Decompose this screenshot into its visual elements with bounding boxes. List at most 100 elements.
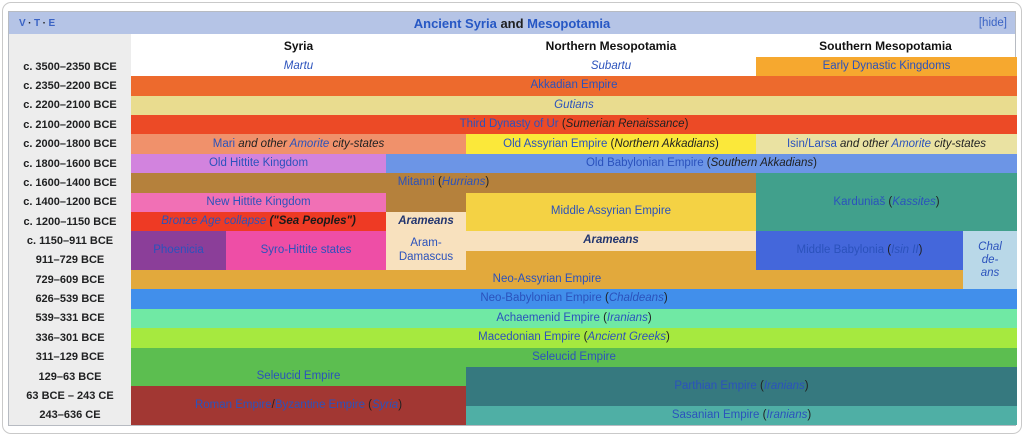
- achaemenid-empire-link[interactable]: Achaemenid Empire: [496, 311, 600, 324]
- sasanian-empire-link[interactable]: Sasanian Empire: [671, 408, 760, 421]
- corner-cell: [9, 34, 131, 57]
- neo-assyrian-empire-link[interactable]: Neo-Assyrian Empire: [492, 273, 602, 286]
- navbox-title-bar: V · T · E Ancient Syria and Mesopotamia …: [9, 12, 1015, 34]
- cell-chaldeans: Chal de-ans: [963, 231, 1017, 290]
- cell-seleucid-empire-syria: Seleucid Empire: [131, 366, 466, 387]
- macedonian-empire-link[interactable]: Macedonian Empire: [478, 331, 581, 344]
- period-label: 129–63 BCE: [9, 366, 131, 387]
- early-dynastic-kingdoms-link[interactable]: Early Dynastic Kingdoms: [822, 60, 951, 73]
- paren-text: ): [684, 118, 689, 131]
- paren-text: ): [485, 176, 490, 189]
- old-babylonian-empire-link[interactable]: Old Babylonian Empire: [585, 156, 704, 169]
- cell-macedonian-empire: Macedonian Empire (Ancient Greeks): [131, 328, 1017, 348]
- cell-middle-babylonia: Middle Babylonia (Isin II): [756, 231, 963, 271]
- chaldeans-link[interactable]: ans: [980, 266, 1000, 279]
- martu-link[interactable]: Martu: [283, 60, 314, 73]
- cell-new-hittite-kingdom: New Hittite Kingdom: [131, 192, 386, 212]
- old-hittite-kingdom-link[interactable]: Old Hittite Kingdom: [208, 156, 309, 169]
- phoenicia-link[interactable]: Phoenicia: [153, 244, 204, 257]
- iranians-link[interactable]: Iranians: [606, 311, 648, 324]
- akkadian-empire-link[interactable]: Akkadian Empire: [530, 79, 618, 92]
- mitanni-link[interactable]: Mitanni: [397, 176, 435, 189]
- subartu-link[interactable]: Subartu: [590, 60, 632, 73]
- period-label: 243–636 CE: [9, 405, 131, 425]
- gutians-link[interactable]: Gutians: [554, 98, 594, 111]
- amorite-link[interactable]: Amorite: [891, 137, 932, 150]
- city-states-text: city-states: [931, 137, 986, 150]
- cell-arameans-syria: Arameans: [386, 211, 466, 232]
- column-header-row: Syria Northern Mesopotamia Southern Meso…: [9, 34, 1015, 57]
- paren-text: ): [666, 331, 670, 344]
- parthian-empire-link[interactable]: Parthian Empire: [674, 379, 757, 392]
- period-label: c. 2350–2200 BCE: [9, 76, 131, 96]
- hide-button[interactable]: [hide]: [978, 17, 1007, 29]
- middle-assyrian-empire-link[interactable]: Middle Assyrian Empire: [550, 205, 672, 218]
- seleucid-empire-link[interactable]: Seleucid Empire: [256, 369, 341, 382]
- cell-old-assyrian-empire: Old Assyrian Empire (Northern Akkadians): [466, 134, 756, 154]
- chaldeans-link[interactable]: Chal: [978, 240, 1002, 253]
- cell-seleucid-empire-full: Seleucid Empire: [131, 347, 1017, 367]
- paren-text: (: [885, 195, 893, 208]
- cell-martu: Martu: [131, 57, 466, 77]
- ancient-syria-title-link[interactable]: Ancient Syria: [413, 15, 497, 31]
- paren-text: ): [663, 292, 668, 305]
- mari-link[interactable]: Mari: [212, 137, 236, 150]
- aram-damascus-link[interactable]: Aram-Damascus: [398, 237, 454, 263]
- new-hittite-kingdom-link[interactable]: New Hittite Kingdom: [206, 195, 311, 208]
- syro-hittite-states-link[interactable]: Syro-Hittite states: [260, 244, 352, 257]
- title-conjunction: and: [496, 15, 528, 31]
- talk-link[interactable]: T: [34, 17, 41, 29]
- ancient-greeks-link[interactable]: Ancient Greeks: [587, 331, 667, 344]
- paren-text: ): [807, 408, 812, 421]
- paren-text: (: [759, 408, 767, 421]
- amorite-link[interactable]: Amorite: [289, 137, 330, 150]
- seleucid-empire-link[interactable]: Seleucid Empire: [532, 350, 616, 363]
- cell-syro-hittite-states: Syro-Hittite states: [226, 231, 386, 271]
- chaldeans-link[interactable]: de-: [981, 253, 999, 266]
- sumerian-renaissance-text: Sumerian Renaissance: [565, 118, 685, 131]
- iranians-link[interactable]: Iranians: [766, 408, 808, 421]
- syria-link[interactable]: Syria: [372, 399, 399, 412]
- cell-neo-babylonian-empire: Neo-Babylonian Empire (Chaldeans): [131, 289, 1017, 309]
- paren-text: ): [647, 311, 652, 324]
- period-label: 311–129 BCE: [9, 347, 131, 367]
- iranians-link[interactable]: Iranians: [763, 379, 805, 392]
- third-dynasty-of-ur-link[interactable]: Third Dynasty of Ur: [459, 118, 559, 131]
- kardunias-link[interactable]: Karduniaš: [833, 195, 886, 208]
- cell-mari: Mari and other Amorite city-states: [131, 134, 466, 154]
- neo-babylonian-empire-link[interactable]: Neo-Babylonian Empire: [480, 292, 602, 305]
- cell-third-dynasty-of-ur: Third Dynasty of Ur (Sumerian Renaissanc…: [131, 115, 1017, 135]
- vte-links: V · T · E: [19, 12, 56, 34]
- cell-subartu: Subartu: [466, 57, 756, 77]
- chaldeans-link[interactable]: Chaldeans: [608, 292, 664, 305]
- paren-text: (: [601, 292, 609, 305]
- isin-larsa-link[interactable]: Isin/Larsa: [786, 137, 837, 150]
- paren-text: ): [398, 399, 403, 412]
- edit-link[interactable]: E: [48, 17, 56, 29]
- isin-ii-link[interactable]: Isin II: [891, 244, 919, 257]
- paren-text: (: [756, 379, 764, 392]
- mesopotamia-title-link[interactable]: Mesopotamia: [527, 15, 611, 31]
- old-assyrian-empire-link[interactable]: Old Assyrian Empire: [503, 137, 608, 150]
- view-link[interactable]: V: [19, 17, 27, 29]
- column-header-northern-mesopotamia: Northern Mesopotamia: [545, 38, 677, 53]
- period-label: c. 1400–1200 BCE: [9, 192, 131, 212]
- period-label: 911–729 BCE: [9, 250, 131, 271]
- hurrians-link[interactable]: Hurrians: [441, 176, 486, 189]
- paren-text: (: [599, 311, 607, 324]
- paren-text: ): [813, 156, 817, 169]
- vte-separator: ·: [28, 17, 33, 29]
- middle-babylonia-link[interactable]: Middle Babylonia: [796, 244, 885, 257]
- byzantine-empire-link[interactable]: Byzantine Empire: [274, 399, 365, 412]
- period-label: 729–609 BCE: [9, 270, 131, 290]
- period-label: 626–539 BCE: [9, 289, 131, 309]
- cell-neo-assyrian-extension: [466, 250, 756, 271]
- bronze-age-collapse-link[interactable]: Bronze Age collapse: [161, 215, 267, 228]
- kassites-link[interactable]: Kassites: [892, 195, 936, 208]
- arameans-text: Arameans: [583, 234, 639, 247]
- southern-akkadians-text: Southern Akkadians: [710, 156, 814, 169]
- period-label: c. 2100–2000 BCE: [9, 115, 131, 135]
- paren-text: (: [558, 118, 566, 131]
- roman-empire-link[interactable]: Roman Empire: [194, 399, 272, 412]
